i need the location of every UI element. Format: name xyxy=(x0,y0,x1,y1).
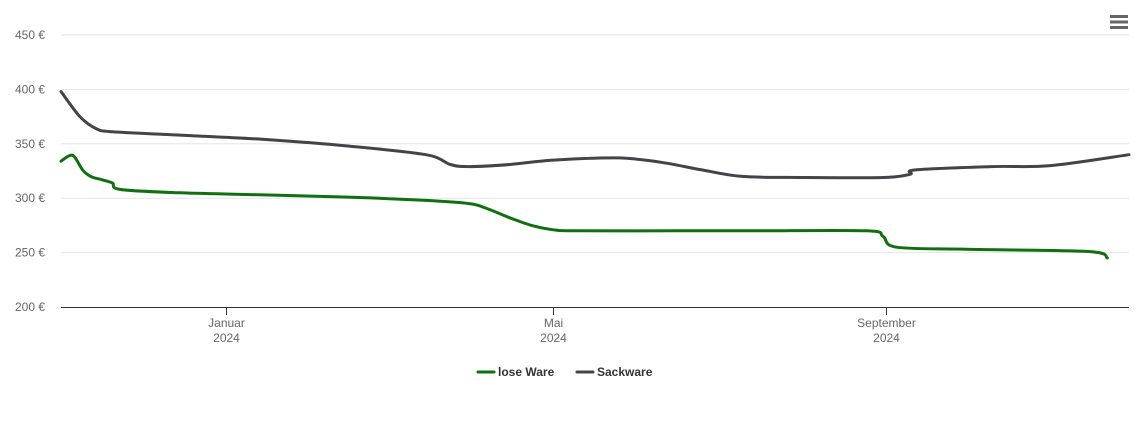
legend-label: Sackware xyxy=(597,365,653,379)
grid-lines xyxy=(61,34,1129,254)
legend[interactable]: lose Ware Sackware xyxy=(476,365,653,379)
series-line-sackware[interactable] xyxy=(59,90,1131,180)
x-tick-label-year: 2024 xyxy=(213,331,240,345)
y-tick-label: 400 € xyxy=(15,82,45,96)
x-tick-label-month: Mai xyxy=(544,316,563,330)
x-tick-label-month: Januar xyxy=(208,316,245,330)
legend-item-lose-ware[interactable]: lose Ware xyxy=(476,365,555,379)
y-tick-label: 250 € xyxy=(15,246,45,260)
x-tick-label-year: 2024 xyxy=(540,331,567,345)
y-tick-label: 300 € xyxy=(15,191,45,205)
legend-item-sackware[interactable]: Sackware xyxy=(575,365,653,379)
x-tick-label-year: 2024 xyxy=(873,331,900,345)
y-tick-label: 450 € xyxy=(15,28,45,42)
legend-label: lose Ware xyxy=(498,365,555,379)
y-tick-label: 200 € xyxy=(15,300,45,314)
hamburger-menu-icon[interactable] xyxy=(1104,10,1134,34)
series-line-lose-ware[interactable] xyxy=(59,153,1109,260)
y-tick-label: 350 € xyxy=(15,137,45,151)
x-tick-label-month: September xyxy=(857,316,916,330)
y-axis: 200 € 250 € 300 € 350 € 400 € 450 € xyxy=(15,28,45,314)
series-group xyxy=(59,90,1131,260)
